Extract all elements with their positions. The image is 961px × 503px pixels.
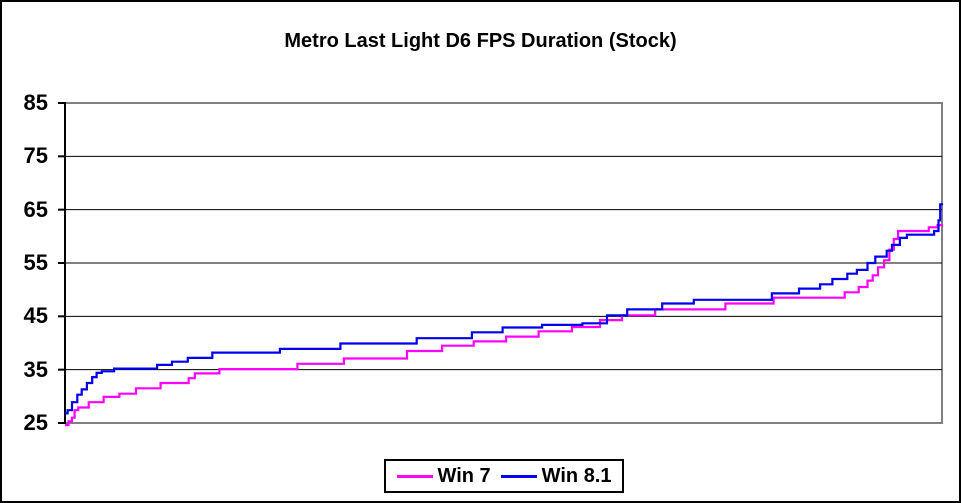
- y-tick-label-65: 65: [23, 196, 48, 222]
- chart-title: Metro Last Light D6 FPS Duration (Stock): [284, 30, 677, 52]
- legend-item-win81: Win 8.1: [500, 464, 612, 488]
- win81-line-swatch: [500, 474, 537, 478]
- plot-area: [58, 102, 944, 427]
- y-tick-label-35: 35: [23, 356, 48, 382]
- y-tick-label-85: 85: [23, 90, 48, 115]
- win7-line-swatch: [396, 474, 433, 478]
- legend-label-win81: Win 8.1: [541, 464, 612, 487]
- legend: Win 7 Win 8.1: [384, 459, 624, 493]
- y-tick-label-75: 75: [23, 143, 48, 169]
- series-line-win81: [65, 203, 944, 415]
- legend-label-win7: Win 7: [437, 464, 491, 487]
- y-tick-label-55: 55: [23, 250, 48, 275]
- series-line-win7: [65, 224, 944, 427]
- y-tick-label-45: 45: [23, 303, 48, 329]
- legend-item-win7: Win 7: [396, 464, 491, 488]
- y-tick-label-25: 25: [23, 410, 48, 435]
